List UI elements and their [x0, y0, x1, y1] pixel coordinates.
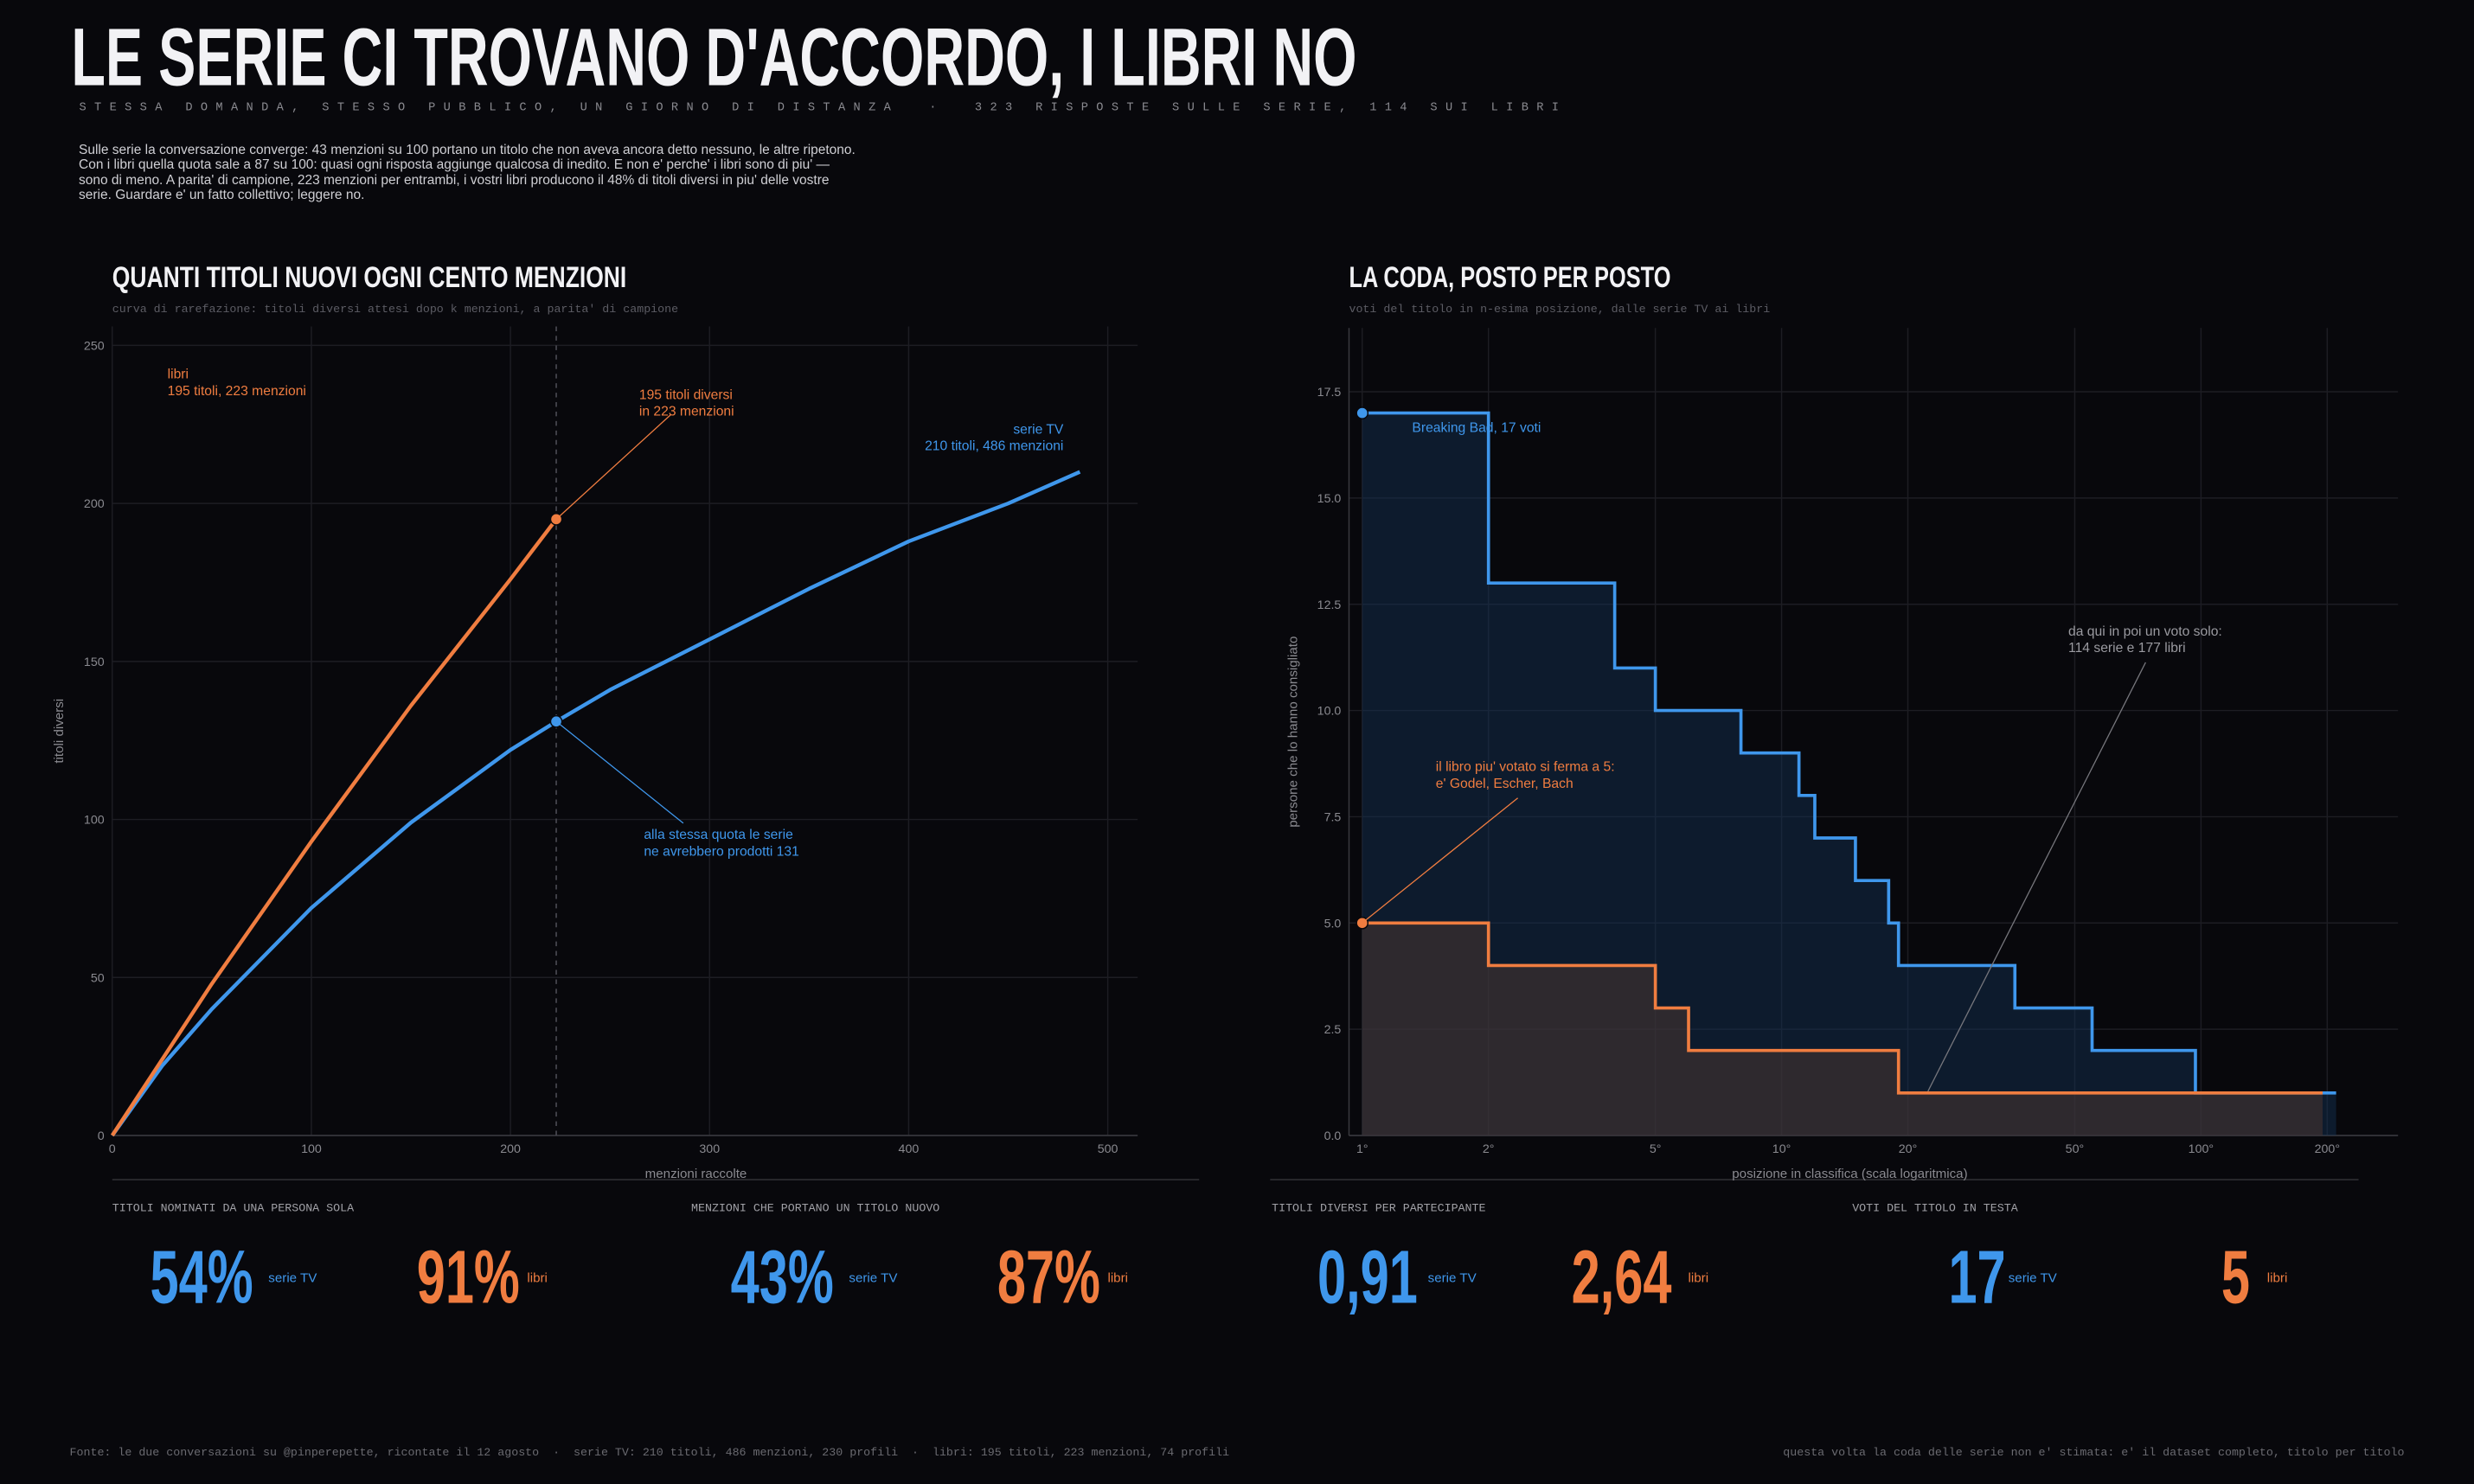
intro-paragraph: Sulle serie la conversazione converge: 4… [79, 143, 856, 203]
annotation-leader [1362, 797, 1518, 924]
point-marker [1356, 406, 1369, 419]
series-line [110, 518, 558, 1137]
stat-value: 5 [2221, 1234, 2250, 1319]
annotation-leader [555, 414, 671, 520]
annotation: il libro piu' votato si ferma a 5: [1436, 760, 1615, 775]
annotation: alla stessa quota le serie [644, 828, 793, 842]
stat-value: 87% [997, 1234, 1100, 1319]
y-tick-label: 50 [91, 971, 105, 985]
x-tick-label: 10° [1772, 1142, 1791, 1156]
x-tick-label: 100 [301, 1142, 322, 1156]
stat-label: MENZIONI CHE PORTANO UN TITOLO NUOVO [691, 1202, 939, 1215]
annotation: 114 serie e 177 libri [2068, 641, 2186, 656]
stat-value: 0,91 [1317, 1234, 1418, 1319]
x-tick-label: 20° [1899, 1142, 1918, 1156]
area-fill [1362, 413, 2336, 1135]
x-tick-label: 0 [109, 1142, 116, 1156]
y-tick-label: 250 [84, 340, 105, 354]
annotation-leader [555, 720, 684, 824]
x-tick-label: 200 [500, 1142, 521, 1156]
x-tick-label: 400 [899, 1142, 920, 1156]
annotation: 195 titoli, 223 menzioni [168, 384, 306, 399]
page-title: LE SERIE CI TROVANO D'ACCORDO, I LIBRI N… [71, 11, 1356, 103]
x-tick-label: 5° [1650, 1142, 1662, 1156]
stat-name: libri [527, 1271, 548, 1286]
y-tick-label: 150 [84, 656, 105, 669]
annotation: da qui in poi un voto solo: [2068, 624, 2222, 639]
annotation: 195 titoli diversi [639, 387, 733, 402]
stat-name: libri [1689, 1271, 1709, 1286]
y-tick-label: 7.5 [1324, 811, 1342, 825]
stat-name: serie TV [1428, 1271, 1477, 1286]
y-tick-label: 200 [84, 497, 105, 511]
x-tick-label: 1° [1356, 1142, 1368, 1156]
stat-label: TITOLI DIVERSI PER PARTECIPANTE [1272, 1202, 1485, 1215]
y-tick-label: 0.0 [1324, 1129, 1342, 1143]
y-tick-label: 12.5 [1317, 598, 1342, 612]
footer-note: questa volta la coda delle serie non e' … [1783, 1446, 2404, 1459]
footer-source: Fonte: le due conversazioni su @pinperep… [70, 1446, 1230, 1459]
chart-subtitle: voti del titolo in n-esima posizione, da… [1349, 303, 1770, 316]
chart-title: LA CODA, POSTO PER POSTO [1349, 261, 1670, 294]
annotation: ne avrebbero prodotti 131 [644, 844, 799, 859]
annotation: e' Godel, Escher, Bach [1436, 777, 1573, 791]
x-tick-label: 2° [1483, 1142, 1495, 1156]
chart-subtitle: curva di rarefazione: titoli diversi att… [112, 303, 678, 316]
y-tick-label: 100 [84, 814, 105, 828]
stat-name: serie TV [2009, 1271, 2058, 1286]
chart-title: QUANTI TITOLI NUOVI OGNI CENTO MENZIONI [112, 261, 626, 294]
annotation: 210 titoli, 486 menzioni [925, 439, 1063, 454]
x-axis-label: menzioni raccolte [645, 1167, 747, 1181]
stat-label: TITOLI NOMINATI DA UNA PERSONA SOLA [112, 1202, 354, 1215]
x-tick-label: 300 [699, 1142, 720, 1156]
stat-value: 91% [417, 1234, 520, 1319]
y-tick-label: 17.5 [1317, 386, 1342, 400]
x-tick-label: 200° [2315, 1142, 2340, 1156]
y-axis-label: persone che lo hanno consigliato [1285, 636, 1300, 828]
annotation-leader [1927, 662, 2146, 1092]
stat-name: serie TV [268, 1271, 317, 1286]
y-tick-label: 15.0 [1317, 492, 1342, 506]
y-tick-label: 0 [98, 1129, 105, 1143]
annotation: libri [168, 368, 189, 382]
stat-label: VOTI DEL TITOLO IN TESTA [1852, 1202, 2018, 1215]
step-line [1362, 921, 2323, 1095]
stat-value: 43% [731, 1234, 834, 1319]
y-tick-label: 5.0 [1324, 917, 1342, 931]
stat-value: 54% [151, 1234, 253, 1319]
stat-value: 17 [1948, 1234, 2005, 1319]
y-axis-label: titoli diversi [52, 699, 67, 764]
x-tick-label: 50° [2066, 1142, 2085, 1156]
annotation: in 223 menzioni [639, 405, 734, 419]
area-fill [1362, 923, 2323, 1135]
x-tick-label: 100° [2189, 1142, 2214, 1156]
y-tick-label: 2.5 [1324, 1023, 1342, 1037]
x-tick-label: 500 [1098, 1142, 1118, 1156]
annotation: Breaking Bad, 17 voti [1412, 421, 1541, 436]
y-tick-label: 10.0 [1317, 705, 1342, 719]
stat-name: libri [2267, 1271, 2288, 1286]
stat-name: libri [1107, 1271, 1128, 1286]
stat-value: 2,64 [1572, 1234, 1672, 1319]
stat-name: serie TV [849, 1271, 898, 1286]
annotation: serie TV [1013, 422, 1064, 437]
step-line [1362, 411, 2336, 1095]
x-axis-label: posizione in classifica (scala logaritmi… [1732, 1167, 1967, 1181]
